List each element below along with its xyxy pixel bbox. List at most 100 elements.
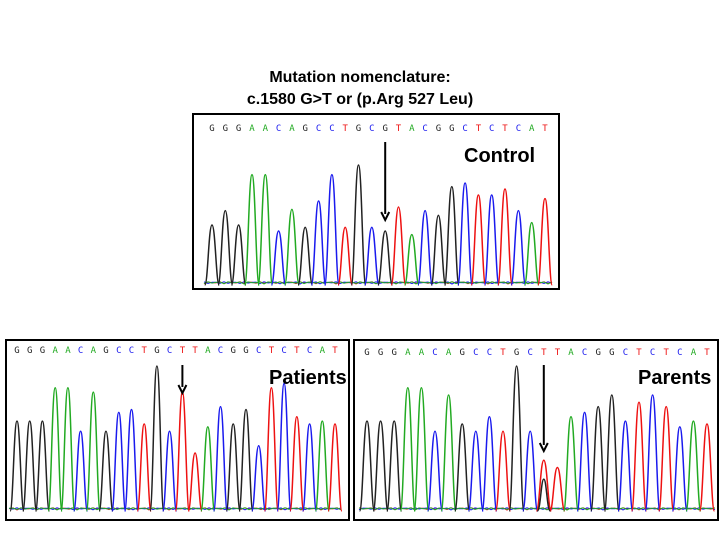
- base-call-letter: C: [329, 124, 334, 134]
- base-call-letter: A: [65, 346, 71, 356]
- peak-guanine: [34, 420, 51, 512]
- base-call-letter: C: [582, 348, 587, 358]
- base-call-letter: C: [489, 124, 494, 134]
- peak-thymine: [535, 459, 552, 512]
- mutation-arrow-head: [380, 211, 391, 223]
- peak-guanine: [238, 408, 254, 512]
- peak-adenine: [314, 420, 330, 512]
- peak-cytosine: [276, 382, 292, 512]
- peak-guanine: [149, 365, 165, 512]
- peak-cytosine: [270, 230, 287, 286]
- base-call-letter: A: [529, 124, 535, 134]
- base-call-letter: C: [129, 346, 134, 356]
- peak-thymine: [263, 387, 280, 512]
- base-call-letter: A: [409, 124, 415, 134]
- base-call-letter: G: [209, 124, 214, 134]
- base-call-letter: A: [249, 124, 255, 134]
- mutation-arrow-head: [538, 442, 549, 454]
- peak-adenine: [440, 394, 457, 512]
- peak-guanine: [372, 420, 389, 512]
- peak-adenine: [257, 173, 274, 286]
- base-call-letter: A: [320, 346, 326, 356]
- peak-cytosine: [363, 226, 380, 286]
- peak-cytosine: [644, 394, 661, 512]
- peak-thymine: [470, 194, 487, 286]
- base-call-letter: G: [364, 348, 369, 358]
- peak-thymine: [698, 423, 716, 512]
- base-call-letter: A: [205, 346, 211, 356]
- base-call-letter: A: [691, 348, 697, 358]
- base-call-letter: G: [243, 346, 248, 356]
- peak-guanine: [225, 423, 241, 512]
- peak-cytosine: [510, 209, 527, 286]
- base-call-letter: T: [180, 346, 186, 356]
- peak-cytosine: [161, 430, 178, 512]
- peak-thymine: [494, 430, 512, 512]
- base-call-letter: T: [502, 124, 508, 134]
- peak-thymine: [187, 452, 203, 512]
- base-call-letter: G: [223, 124, 228, 134]
- peak-adenine: [47, 387, 63, 512]
- base-call-letter: C: [78, 346, 83, 356]
- peak-guanine: [443, 185, 460, 286]
- base-call-letter: A: [91, 346, 97, 356]
- base-call-letter: C: [281, 346, 286, 356]
- base-call-letter: A: [405, 348, 411, 358]
- base-call-letter: C: [527, 348, 532, 358]
- peak-adenine: [523, 221, 540, 286]
- peak-guanine: [508, 365, 525, 512]
- base-call-letter: T: [555, 348, 561, 358]
- peak-thymine: [549, 466, 566, 512]
- base-call-letter: T: [294, 346, 300, 356]
- base-call-letter: G: [14, 346, 19, 356]
- base-call-letter: G: [154, 346, 159, 356]
- peak-cytosine: [310, 200, 327, 286]
- peak-cytosine: [457, 182, 474, 286]
- mutation-arrow-head: [177, 384, 188, 396]
- base-call-letter: C: [487, 348, 492, 358]
- peak-adenine: [562, 416, 580, 512]
- peak-guanine: [217, 209, 234, 286]
- base-call-letter: G: [436, 124, 441, 134]
- peak-thymine: [136, 423, 152, 512]
- peak-cytosine: [417, 209, 434, 286]
- base-call-letter: C: [623, 348, 628, 358]
- peak-cytosine: [483, 194, 500, 286]
- base-call-letter: C: [369, 124, 374, 134]
- peak-cytosine: [72, 430, 89, 512]
- peak-adenine: [413, 387, 430, 512]
- peak-cytosine: [576, 411, 593, 512]
- base-call-letter: A: [289, 124, 295, 134]
- peak-thymine: [327, 423, 343, 512]
- base-call-letter: T: [342, 124, 348, 134]
- base-call-letter: T: [269, 346, 275, 356]
- base-call-letter: G: [27, 346, 32, 356]
- base-call-letter: G: [356, 124, 361, 134]
- figure-title-line2: c.1580 G>T or (p.Arg 527 Leu): [246, 91, 474, 108]
- figure-title-line1: Mutation nomenclature:: [269, 69, 451, 86]
- base-call-letter: T: [141, 346, 147, 356]
- base-call-letter: T: [396, 124, 402, 134]
- peak-cytosine: [617, 420, 634, 512]
- peak-guanine: [350, 164, 367, 286]
- peak-thymine: [289, 416, 305, 512]
- base-call-letter: G: [391, 348, 396, 358]
- base-call-letter: C: [116, 346, 121, 356]
- peak-guanine: [22, 420, 38, 512]
- base-call-letter: T: [332, 346, 338, 356]
- base-call-letter: C: [316, 124, 321, 134]
- base-call-letter: C: [650, 348, 655, 358]
- base-call-letter: T: [541, 348, 547, 358]
- base-call-letter: G: [378, 348, 383, 358]
- secondary-peak-guanine: [536, 478, 552, 512]
- peak-cytosine: [123, 408, 140, 512]
- peak-guanine: [590, 405, 607, 512]
- base-call-letter: T: [476, 124, 482, 134]
- peak-adenine: [403, 233, 420, 286]
- peak-cytosine: [212, 405, 229, 512]
- peak-thymine: [537, 197, 553, 286]
- base-call-letter: G: [449, 124, 454, 134]
- peak-thymine: [174, 391, 191, 512]
